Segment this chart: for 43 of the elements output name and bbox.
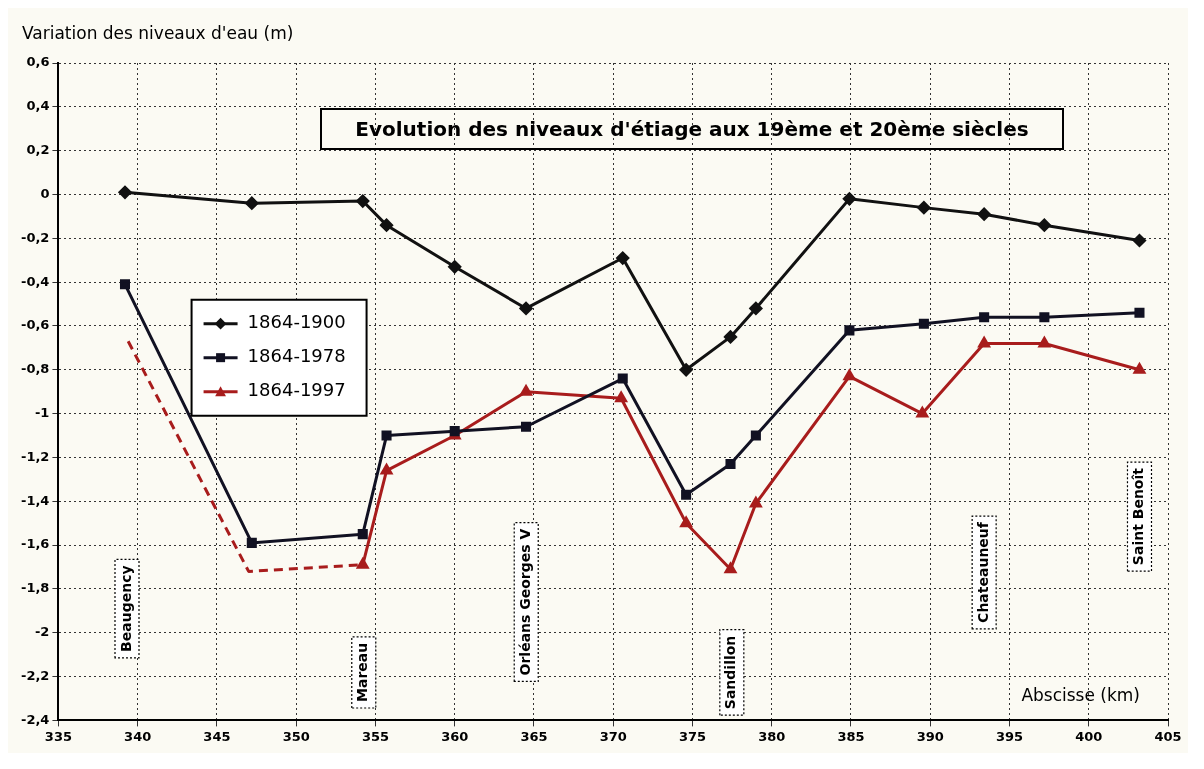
y-tick-label: -2,4 [20,711,50,727]
legend-label: 1864-1997 [247,379,346,401]
x-tick-label: 405 [1154,728,1182,744]
y-tick-label: -0,8 [20,361,50,377]
x-tick-label: 400 [1075,728,1103,744]
legend-label: 1864-1978 [247,345,346,367]
annotation: Chateauneuf [974,521,991,623]
y-tick-label: -1,8 [20,580,50,596]
y-tick-label: -1,4 [20,492,50,508]
y-tick-label: 0,2 [26,142,50,158]
x-tick-label: 390 [916,728,944,744]
x-axis-title: Abscisse (km) [1021,684,1140,705]
annotation: Orléans Georges V [516,528,533,676]
x-tick-label: 375 [678,728,707,744]
x-tick-label: 380 [758,728,786,744]
x-tick-label: 370 [599,728,627,744]
x-tick-label: 345 [203,728,231,744]
y-tick-label: 0,4 [26,98,50,114]
y-tick-label: 0 [40,185,50,201]
y-tick-label: -1 [34,404,50,420]
legend-label: 1864-1900 [247,311,346,333]
y-tick-label: -0,2 [20,229,50,245]
x-tick-label: 350 [282,728,310,744]
x-tick-label: 385 [837,728,865,744]
x-tick-label: 395 [995,728,1024,744]
x-tick-label: 360 [441,728,469,744]
y-tick-label: -2,2 [20,667,50,683]
title-frame: Evolution des niveaux d'étiage aux 19ème et 20ème siècles [320,108,1064,150]
y-tick-label: 0,6 [26,54,50,70]
x-tick-label: 355 [361,728,390,744]
x-tick-label: 335 [44,728,72,744]
y-tick-label: -1,2 [20,448,50,464]
y-tick-label: -0,6 [20,317,50,333]
y-tick-label: -0,4 [20,273,50,289]
annotation: Saint Benoît [1130,467,1147,566]
annotation: Mareau [354,642,371,703]
x-tick-label: 340 [124,728,152,744]
annotation: Beaugency [117,565,134,652]
y-axis-title: Variation des niveaux d'eau (m) [22,23,294,44]
y-tick-label: -2 [34,624,50,640]
x-tick-label: 365 [520,728,548,744]
y-tick-label: -1,6 [20,536,50,552]
annotation: Sandillon [722,635,739,710]
